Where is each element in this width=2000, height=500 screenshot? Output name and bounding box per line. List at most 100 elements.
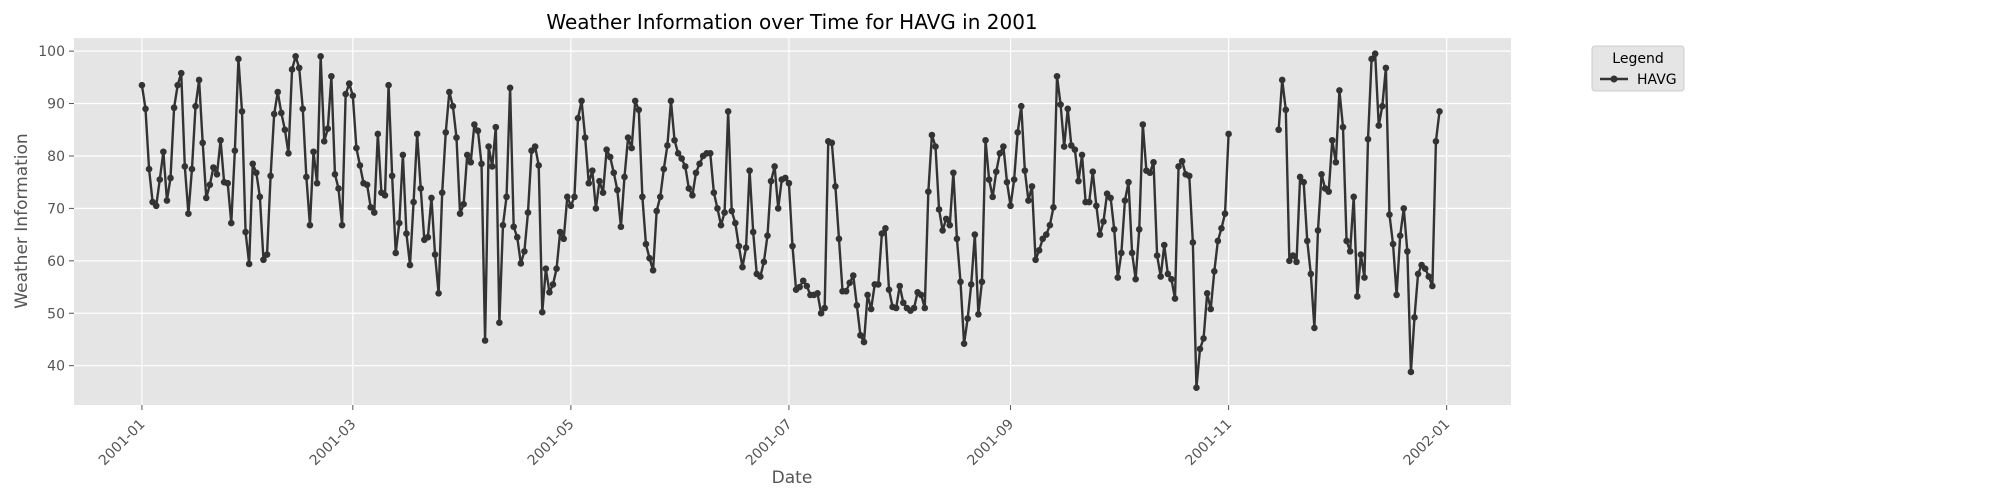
data-point (782, 174, 789, 182)
data-point (1014, 129, 1021, 136)
data-point (692, 169, 700, 177)
data-point (485, 143, 492, 150)
data-point (560, 235, 568, 243)
data-point (771, 163, 778, 170)
data-point (206, 181, 214, 189)
data-point (331, 171, 339, 178)
data-point (1085, 198, 1093, 206)
data-point (163, 197, 171, 204)
data-point (624, 134, 632, 141)
data-point (1214, 237, 1222, 245)
data-point (950, 169, 957, 177)
data-point (742, 244, 750, 252)
data-point (1057, 101, 1064, 108)
data-point (1043, 231, 1050, 238)
data-point (1296, 173, 1304, 181)
data-point (370, 209, 378, 216)
legend: Legend HAVG (1591, 45, 1685, 92)
y-tick-label: 40 (47, 359, 65, 375)
data-point (721, 209, 728, 216)
data-point (975, 311, 982, 318)
data-point (610, 169, 618, 177)
data-point (1350, 193, 1358, 201)
data-point (1132, 275, 1139, 283)
data-point (985, 176, 993, 183)
data-point (156, 176, 164, 183)
data-point (1218, 225, 1225, 232)
data-point (867, 305, 875, 313)
data-point (1189, 239, 1197, 246)
data-point (882, 225, 889, 232)
data-point (1203, 290, 1211, 297)
data-point (925, 188, 932, 195)
data-point (592, 205, 600, 212)
data-point (946, 221, 954, 229)
data-point (617, 223, 625, 231)
data-point (992, 168, 1000, 175)
data-point (842, 287, 850, 295)
data-point (982, 136, 989, 144)
data-point (1125, 178, 1132, 186)
data-point (1164, 270, 1172, 278)
data-point (1003, 178, 1011, 186)
data-point (210, 164, 217, 171)
data-point (185, 210, 192, 217)
data-point (567, 202, 575, 210)
data-point (142, 105, 149, 113)
data-point (857, 331, 864, 339)
data-point (660, 165, 668, 173)
data-point (796, 283, 803, 291)
data-point (1361, 274, 1368, 281)
data-point (517, 260, 525, 267)
data-point (531, 143, 539, 150)
data-point (621, 173, 628, 181)
data-point (564, 193, 571, 201)
data-point (1325, 188, 1332, 195)
data-point (1368, 55, 1375, 63)
data-point (285, 150, 292, 157)
data-point (521, 248, 528, 255)
data-point (481, 337, 489, 344)
data-point (453, 134, 460, 141)
y-axis-label: Weather Information (12, 133, 32, 308)
data-point (270, 110, 278, 118)
data-point (342, 90, 349, 98)
data-point (488, 163, 496, 170)
data-point (653, 207, 660, 215)
data-point (917, 291, 925, 299)
data-point (556, 228, 564, 236)
data-point (971, 231, 979, 238)
data-point (385, 81, 392, 89)
data-point (789, 242, 796, 250)
data-point (388, 172, 396, 180)
data-point (295, 64, 303, 72)
data-point (524, 209, 532, 216)
data-point (474, 127, 482, 135)
data-point (138, 81, 146, 89)
y-axis-ticks: 40 50 60 70 80 90 100 (38, 44, 74, 375)
data-point (1357, 251, 1365, 258)
data-point (685, 185, 693, 192)
x-tick-label: 2001-07 (743, 416, 796, 469)
y-tick-label: 70 (47, 201, 65, 217)
data-point (606, 153, 614, 161)
data-point (267, 172, 274, 180)
data-point (803, 282, 811, 290)
data-point (1093, 202, 1100, 210)
data-point (1100, 218, 1107, 225)
data-point (145, 165, 153, 173)
data-point (535, 162, 542, 169)
y-tick-label: 50 (47, 306, 65, 322)
data-point (1421, 265, 1429, 272)
data-point (381, 191, 389, 199)
data-point (835, 235, 843, 243)
data-point (471, 121, 478, 128)
data-point (460, 200, 467, 208)
data-point (710, 189, 718, 196)
data-point (689, 191, 696, 199)
grid-lines (74, 38, 1511, 405)
data-point (1139, 121, 1147, 128)
data-point (1175, 163, 1182, 170)
data-point (732, 219, 739, 227)
data-point (1000, 143, 1007, 150)
